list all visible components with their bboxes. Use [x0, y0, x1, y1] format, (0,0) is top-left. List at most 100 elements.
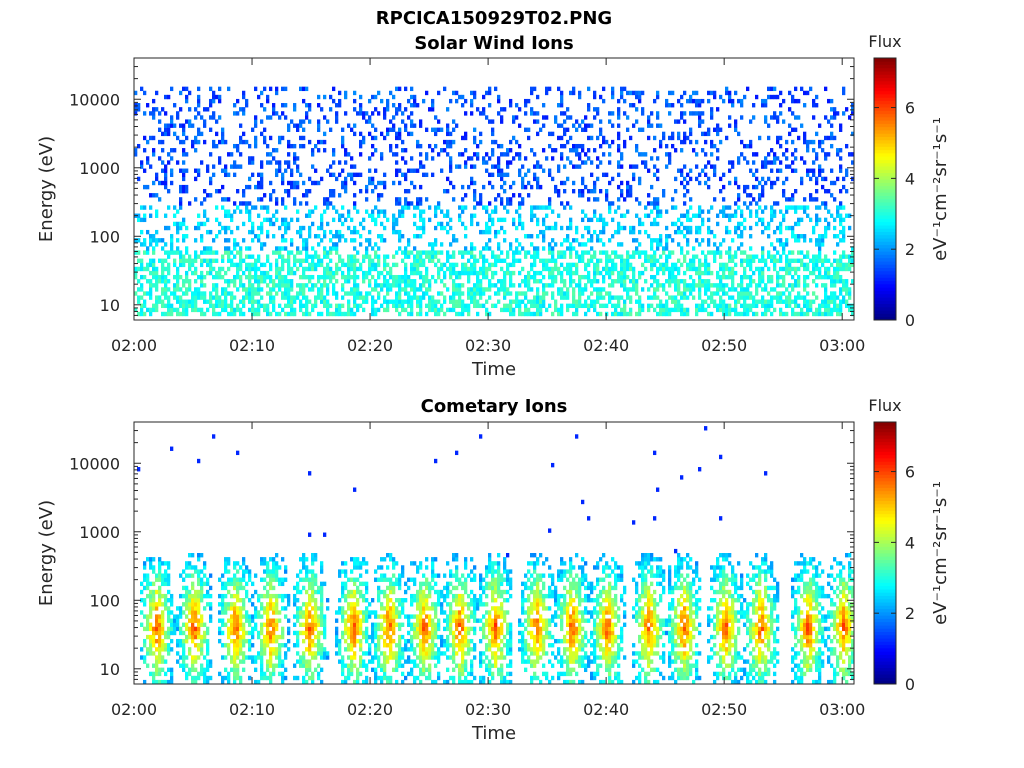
spectrogram-cell	[692, 98, 696, 104]
spectrogram-cell	[653, 287, 657, 292]
spectrogram-cell	[254, 143, 258, 149]
spectrogram-cell	[167, 573, 171, 578]
spectrogram-cell	[323, 197, 327, 202]
spectrogram-cell	[491, 139, 495, 145]
spectrogram-cell	[689, 229, 693, 235]
spectrogram-cell	[194, 266, 198, 272]
spectrogram-cell	[518, 213, 522, 218]
spectrogram-cell	[578, 283, 582, 288]
spectrogram-cell	[464, 307, 468, 313]
spectrogram-cell	[809, 86, 813, 92]
spectrogram-cell	[803, 266, 807, 272]
spectrogram-cell	[197, 139, 201, 145]
spectrogram-cell	[542, 103, 546, 108]
spectrogram-cell	[515, 258, 519, 263]
spectrogram-cell	[383, 258, 387, 263]
spectrogram-cell	[440, 303, 444, 309]
spectrogram-cell	[509, 299, 513, 304]
spectrogram-cell	[812, 225, 816, 231]
spectrogram-cell	[278, 168, 282, 173]
spectrogram-cell	[377, 180, 381, 186]
spectrogram-cell	[563, 250, 567, 255]
spectrogram-cell	[641, 303, 645, 309]
spectrogram-cell	[383, 238, 387, 243]
spectrogram-cell	[623, 303, 627, 309]
spectrogram-cell	[134, 238, 138, 243]
spectrogram-cell	[653, 295, 657, 300]
spectrogram-cell	[650, 209, 654, 214]
spectrogram-cell	[287, 221, 291, 227]
spectrogram-cell	[572, 295, 576, 300]
spectrogram-cell	[317, 119, 321, 124]
spectrogram-cell	[425, 250, 429, 255]
spectrogram-cell	[302, 242, 306, 247]
spectrogram-cell	[338, 238, 342, 243]
spectrogram-cell	[497, 172, 501, 178]
colorbar-tick-label: 4	[905, 169, 915, 188]
spectrogram-cell	[584, 287, 588, 292]
colorbar-segment	[874, 228, 896, 232]
spectrogram-cell	[749, 213, 753, 218]
spectrogram-cell	[458, 283, 462, 288]
spectrogram-cell	[791, 250, 795, 255]
spectrogram-cell	[248, 287, 252, 292]
spectrogram-cell	[458, 217, 462, 223]
spectrogram-cell	[500, 279, 504, 284]
spectrogram-cell	[164, 630, 168, 636]
spectrogram-cell	[413, 283, 417, 288]
spectrogram-cell	[551, 209, 555, 214]
spectrogram-cell	[458, 270, 462, 276]
spectrogram-cell	[287, 303, 291, 309]
spectrogram-cell	[401, 279, 405, 284]
spectrogram-cell	[287, 139, 291, 145]
spectrogram-cell	[743, 225, 747, 231]
spectrogram-cell	[695, 225, 699, 231]
spectrogram-cell	[551, 279, 555, 284]
spectrogram-cell	[134, 291, 138, 296]
spectrogram-cell	[599, 119, 603, 124]
spectrogram-cell	[308, 262, 312, 268]
spectrogram-cell	[452, 303, 456, 309]
spectrogram-cell	[749, 303, 753, 309]
spectrogram-cell	[323, 246, 327, 251]
spectrogram-cell	[626, 287, 630, 292]
spectrogram-cell	[797, 279, 801, 284]
spectrogram-cell	[377, 258, 381, 263]
spectrogram-cell	[209, 291, 213, 296]
spectrogram-cell	[401, 213, 405, 218]
spectrogram-cell	[521, 225, 525, 231]
spectrogram-cell	[548, 258, 552, 263]
spectrogram-cell	[779, 311, 783, 317]
spectrogram-cell	[245, 103, 249, 108]
spectrogram-cell	[830, 307, 834, 313]
spectrogram-cell	[776, 279, 780, 284]
spectrogram-cell	[155, 274, 159, 280]
spectrogram-cell	[275, 311, 279, 317]
spectrogram-cell	[728, 98, 732, 104]
spectrogram-cell	[779, 229, 783, 235]
spectrogram-cell	[473, 291, 477, 296]
spectrogram-cell	[206, 270, 210, 276]
spectrogram-cell	[512, 307, 516, 313]
spectrogram-cell	[347, 299, 351, 304]
spectrogram-cell	[689, 266, 693, 272]
spectrogram-cell	[392, 283, 396, 288]
spectrogram-cell	[488, 180, 492, 186]
spectrogram-cell	[185, 279, 189, 284]
spectrogram-cell	[629, 299, 633, 304]
spectrogram-cell	[221, 299, 225, 304]
spectrogram-cell	[722, 238, 726, 243]
spectrogram-cell	[470, 246, 474, 251]
spectrogram-cell	[542, 283, 546, 288]
spectrogram-cell	[410, 279, 414, 284]
spectrogram-cell	[389, 143, 393, 149]
spectrogram-cell	[413, 205, 417, 210]
spectrogram-cell	[476, 107, 480, 112]
spectrogram-cell	[164, 225, 168, 231]
spectrogram-cell	[239, 258, 243, 263]
spectrogram-cell	[461, 283, 465, 288]
spectrogram-cell	[386, 107, 390, 112]
spectrogram-cell	[473, 246, 477, 251]
spectrogram-cell	[143, 274, 147, 280]
spectrogram-cell	[596, 258, 600, 263]
